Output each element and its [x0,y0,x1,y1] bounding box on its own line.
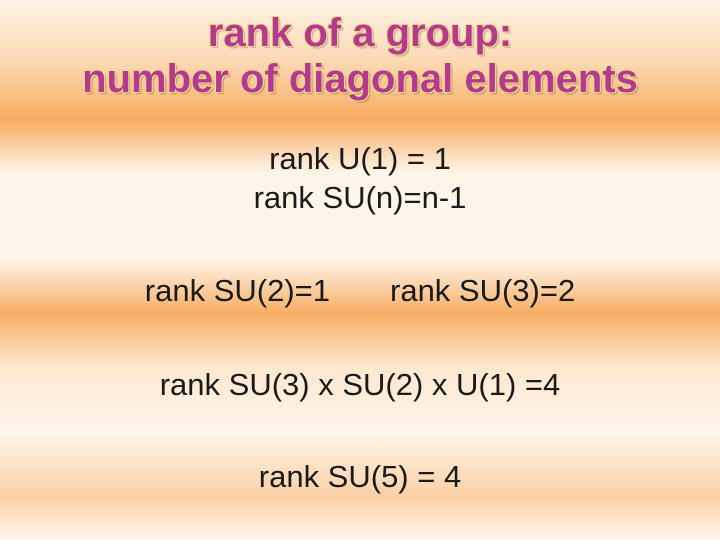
rank-u1: rank U(1) = 1 [0,140,720,179]
slide-body: rank U(1) = 1 rank SU(n)=n-1 rank SU(2)=… [0,140,720,495]
rank-su2-su3: rank SU(2)=1 rank SU(3)=2 [0,273,720,309]
rank-general: rank U(1) = 1 rank SU(n)=n-1 [0,140,720,218]
title-line-2: number of diagonal elements [82,56,638,102]
rank-su3: rank SU(3)=2 [390,273,575,308]
rank-sun: rank SU(n)=n-1 [0,179,720,218]
rank-su2: rank SU(2)=1 [145,273,330,308]
slide-title: rank of a group: number of diagonal elem… [0,0,720,102]
rank-product: rank SU(3) x SU(2) x U(1) =4 [0,367,720,403]
rank-su5: rank SU(5) = 4 [0,459,720,495]
title-line-1: rank of a group: [208,10,512,56]
